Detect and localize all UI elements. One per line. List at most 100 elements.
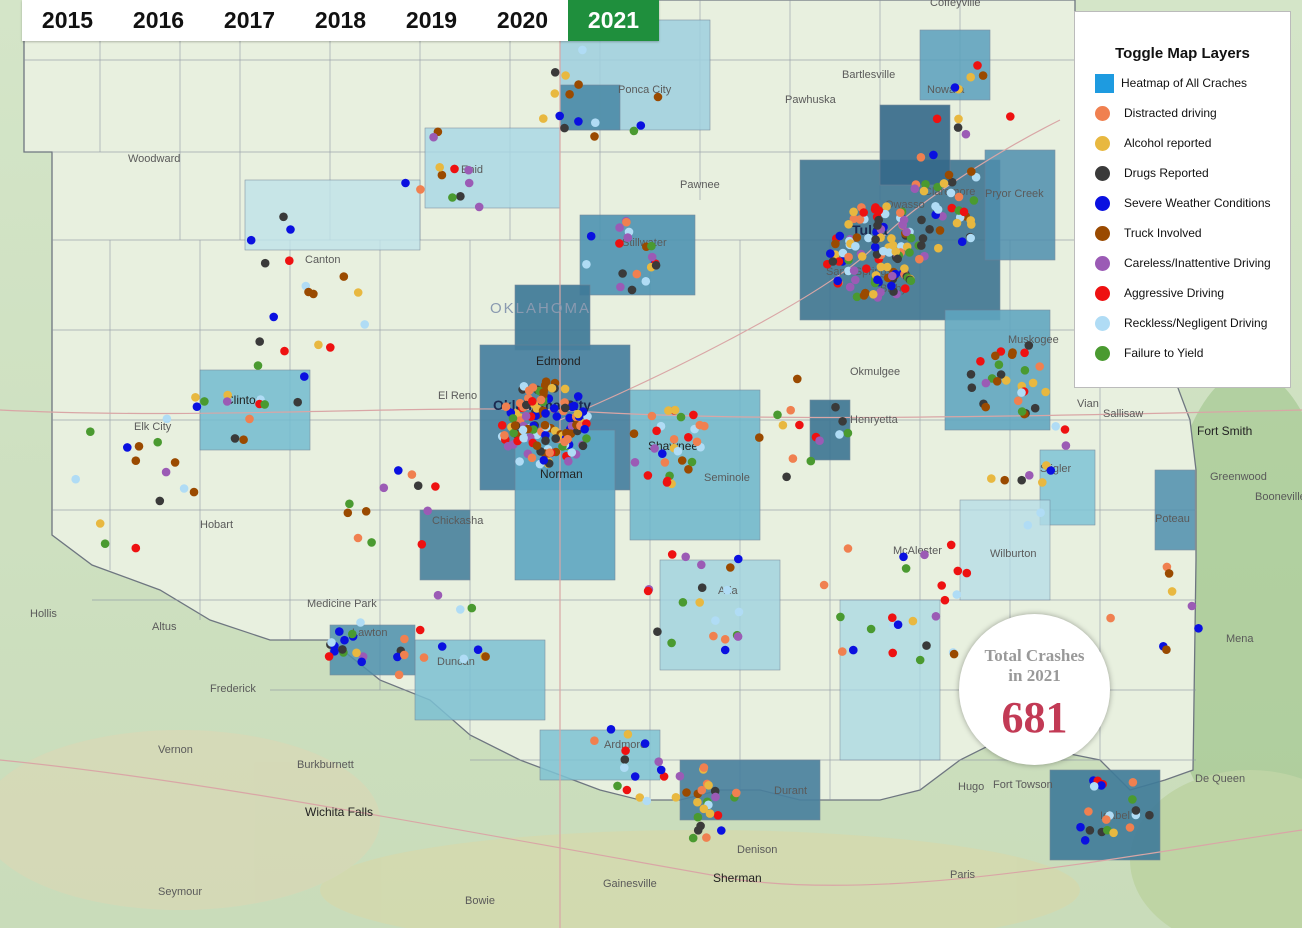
crash-point[interactable] [539, 114, 548, 123]
crash-point[interactable] [888, 240, 898, 250]
crash-point[interactable] [618, 269, 627, 278]
crash-point[interactable] [692, 437, 702, 447]
crash-point[interactable] [828, 257, 838, 266]
crash-point[interactable] [565, 413, 574, 423]
crash-point[interactable] [630, 458, 640, 467]
crash-point[interactable] [348, 629, 357, 639]
crash-point[interactable] [902, 227, 911, 237]
year-tab-2015[interactable]: 2015 [41, 7, 94, 33]
crash-point[interactable] [131, 543, 141, 553]
legend-item-weather[interactable]: Severe Weather Conditions [1095, 193, 1271, 213]
crash-point[interactable] [952, 590, 962, 599]
crash-point[interactable] [591, 118, 600, 127]
crash-point[interactable] [891, 247, 901, 256]
crash-point[interactable] [560, 437, 569, 447]
crash-point[interactable] [620, 755, 630, 764]
crash-point[interactable] [709, 631, 718, 641]
crash-point[interactable] [653, 92, 663, 102]
crash-point[interactable] [843, 428, 853, 438]
crash-point[interactable] [1164, 569, 1174, 578]
crash-point[interactable] [519, 433, 528, 443]
crash-point[interactable] [560, 384, 570, 394]
crash-point[interactable] [838, 647, 847, 656]
crash-point[interactable] [647, 252, 657, 262]
crash-point[interactable] [684, 465, 693, 474]
crash-point[interactable] [393, 652, 402, 662]
crash-point[interactable] [353, 288, 363, 297]
crash-point[interactable] [394, 466, 403, 475]
crash-point[interactable] [456, 605, 465, 614]
crash-point[interactable] [632, 269, 642, 279]
crash-point[interactable] [1041, 387, 1050, 397]
crash-point[interactable] [669, 435, 679, 444]
crash-point[interactable] [954, 114, 963, 124]
crash-point[interactable] [925, 225, 934, 234]
crash-point[interactable] [849, 214, 859, 224]
crash-point[interactable] [723, 585, 732, 595]
crash-point[interactable] [338, 645, 347, 654]
year-tab-2019[interactable]: 2019 [405, 7, 458, 33]
crash-point[interactable] [880, 209, 890, 219]
legend-item-alcohol[interactable]: Alcohol reported [1095, 133, 1211, 153]
crash-point[interactable] [935, 226, 945, 235]
crash-point[interactable] [720, 635, 730, 644]
crash-point[interactable] [887, 234, 896, 243]
crash-point[interactable] [937, 581, 946, 590]
crash-point[interactable] [304, 287, 313, 297]
crash-point[interactable] [922, 641, 931, 650]
crash-point[interactable] [874, 215, 883, 225]
crash-point[interactable] [636, 121, 646, 130]
crash-point[interactable] [429, 132, 438, 142]
crash-point[interactable] [711, 792, 720, 802]
crash-point[interactable] [620, 763, 629, 772]
crash-point[interactable] [189, 487, 199, 497]
crash-point[interactable] [245, 414, 254, 424]
crash-point[interactable] [947, 177, 957, 187]
crash-point[interactable] [949, 649, 959, 659]
crash-point[interactable] [550, 89, 560, 98]
crash-point[interactable] [849, 207, 858, 217]
crash-point[interactable] [641, 277, 651, 286]
crash-point[interactable] [640, 739, 650, 748]
crash-point[interactable] [819, 580, 829, 590]
crash-point[interactable] [532, 441, 542, 451]
crash-point[interactable] [855, 215, 865, 224]
crash-point[interactable] [550, 68, 560, 77]
crash-point[interactable] [280, 346, 289, 356]
crash-point[interactable] [929, 150, 938, 160]
crash-point[interactable] [852, 233, 862, 242]
crash-point[interactable] [713, 811, 723, 820]
crash-point[interactable] [481, 652, 490, 661]
crash-point[interactable] [653, 627, 662, 636]
crash-point[interactable] [459, 654, 469, 664]
crash-point[interactable] [835, 231, 845, 241]
crash-point[interactable] [835, 430, 844, 439]
crash-point[interactable] [896, 208, 905, 217]
crash-point[interactable] [795, 420, 804, 430]
crash-point[interactable] [833, 276, 842, 286]
crash-point[interactable] [852, 292, 862, 302]
crash-point[interactable] [335, 627, 344, 636]
crash-point[interactable] [339, 272, 349, 281]
crash-point[interactable] [279, 212, 288, 222]
crash-point[interactable] [1080, 836, 1090, 845]
crash-point[interactable] [717, 826, 726, 835]
crash-point[interactable] [573, 392, 583, 401]
crash-point[interactable] [552, 412, 562, 421]
crash-point[interactable] [734, 607, 744, 617]
crash-point[interactable] [981, 402, 990, 412]
crash-point[interactable] [906, 276, 916, 286]
crash-point[interactable] [704, 781, 713, 790]
crash-point[interactable] [1125, 823, 1135, 832]
crash-point[interactable] [696, 821, 705, 831]
crash-point[interactable] [71, 474, 80, 484]
crash-point[interactable] [246, 235, 256, 245]
crash-point[interactable] [623, 730, 633, 739]
crash-point[interactable] [778, 420, 788, 430]
crash-point[interactable] [656, 765, 666, 775]
crash-point[interactable] [959, 207, 969, 217]
crash-point[interactable] [978, 71, 988, 80]
crash-point[interactable] [293, 397, 303, 407]
crash-point[interactable] [917, 241, 926, 250]
crash-point[interactable] [920, 550, 929, 560]
